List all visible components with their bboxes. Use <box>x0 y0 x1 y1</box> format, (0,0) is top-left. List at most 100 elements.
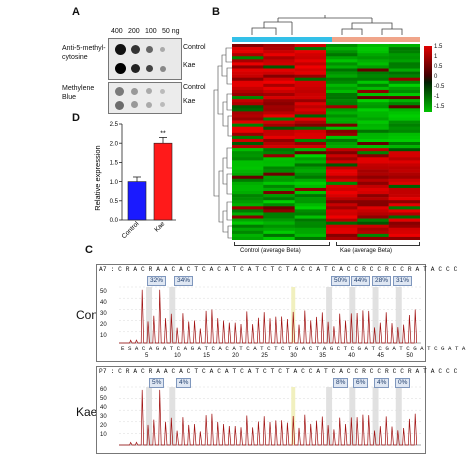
heatmap-cell <box>326 114 358 118</box>
x-tick-label: 15 <box>203 353 210 359</box>
blot-dot <box>115 63 126 74</box>
blot-dot <box>160 89 165 94</box>
heatmap-cell <box>326 102 358 106</box>
heatmap-cell <box>232 65 264 69</box>
heatmap-cell <box>294 65 327 69</box>
heatmap-cell <box>326 50 358 54</box>
heatmap-cell <box>232 77 264 82</box>
heatmap-cell <box>326 135 358 140</box>
heatmap-cell <box>232 138 264 143</box>
heatmap-cell <box>326 123 358 127</box>
heatmap-cell <box>232 175 264 180</box>
heatmap-cell <box>294 99 327 103</box>
bar <box>127 181 147 221</box>
heatmap-cell <box>326 172 358 176</box>
heatmap-cell <box>294 129 327 134</box>
heatmap-cell <box>263 212 295 216</box>
heatmap-cell <box>232 178 264 183</box>
heatmap-cell <box>294 53 327 57</box>
heatmap-cell <box>232 71 264 75</box>
heatmap-cell <box>232 145 264 149</box>
heatmap-cell <box>357 236 389 240</box>
heatmap-cell <box>294 138 327 143</box>
heatmap-cell <box>388 172 420 176</box>
heatmap-cell <box>263 62 295 66</box>
heatmap-cell <box>357 203 389 207</box>
heatmap-cell <box>263 86 295 91</box>
heatmap-cell <box>357 96 389 100</box>
heatmap-cell <box>294 108 327 112</box>
cpg-highlight <box>326 387 333 445</box>
heatmap-cell <box>326 194 358 198</box>
legend-tick: 1.5 <box>434 44 443 50</box>
heatmap-cell <box>263 50 295 54</box>
heatmap-cell <box>357 123 389 127</box>
heatmap-cell <box>232 102 264 106</box>
heatmap-cell <box>232 154 264 158</box>
heatmap-cell <box>357 209 389 213</box>
heatmap-cell <box>388 114 420 118</box>
heatmap-cell <box>232 187 264 192</box>
heatmap-color-legend <box>424 46 432 112</box>
heatmap-cell <box>357 212 389 216</box>
heatmap-cell <box>232 108 264 112</box>
heatmap-cell <box>326 154 358 158</box>
heatmap-cell <box>263 215 295 219</box>
heatmap-cell <box>294 50 327 54</box>
kae-bracket <box>336 242 420 246</box>
heatmap-cell <box>232 53 264 57</box>
heatmap-cell <box>357 77 389 82</box>
legend-tick: -1.5 <box>434 104 445 110</box>
heatmap-cell <box>357 215 389 219</box>
heatmap-cell <box>388 132 420 137</box>
kae-y-tick: 50 <box>100 396 107 402</box>
heatmap-cell <box>232 236 264 240</box>
heatmap-cell <box>232 50 264 54</box>
x-tick-label: 25 <box>261 353 268 359</box>
heatmap-cell <box>294 114 327 118</box>
heatmap-cell <box>357 218 389 222</box>
heatmap-cell <box>294 194 327 198</box>
heatmap-cell <box>294 83 327 88</box>
heatmap-cell <box>263 236 295 240</box>
heatmap-cell <box>388 187 420 192</box>
amount-label-50ng: 50 ng <box>162 28 180 35</box>
heatmap-cell <box>388 56 420 60</box>
heatmap-cell <box>263 160 295 164</box>
con-percent-badge: 32% <box>147 276 167 286</box>
bar <box>153 142 173 221</box>
kae-y-tick: 20 <box>100 423 107 429</box>
heatmap-cell <box>232 151 264 155</box>
heatmap-cell <box>357 126 389 131</box>
heatmap-cell <box>326 62 358 66</box>
heatmap-cell <box>357 93 389 97</box>
heatmap-cell <box>357 233 389 238</box>
heatmap-cell <box>263 191 295 195</box>
heatmap-cell <box>232 224 264 229</box>
heatmap-cell <box>232 148 264 152</box>
heatmap-cell <box>263 83 295 88</box>
blot-dot <box>115 87 124 96</box>
heatmap-cell <box>326 142 358 146</box>
heatmap-cell <box>232 166 264 170</box>
heatmap-cell <box>388 227 420 232</box>
heatmap-cell <box>326 120 358 124</box>
heatmap-cell <box>263 224 295 229</box>
heatmap-cell <box>357 187 389 192</box>
heatmap-cell <box>326 80 358 85</box>
heatmap-cell <box>232 83 264 88</box>
heatmap-cell <box>326 233 358 238</box>
con-y-tick: 30 <box>100 311 107 317</box>
heatmap-cell <box>326 132 358 137</box>
heatmap-cell <box>294 233 327 238</box>
heatmap-cell <box>357 166 389 170</box>
heatmap-cell <box>232 184 264 189</box>
kae-y-tick: 40 <box>100 405 107 411</box>
heatmap-cell <box>357 142 389 146</box>
heatmap-cell <box>294 221 327 225</box>
heatmap-cell <box>388 99 420 103</box>
heatmap-cell <box>326 129 358 134</box>
heatmap-cell <box>326 148 358 152</box>
heatmap-cell <box>294 148 327 152</box>
cpg-highlight <box>395 387 402 445</box>
